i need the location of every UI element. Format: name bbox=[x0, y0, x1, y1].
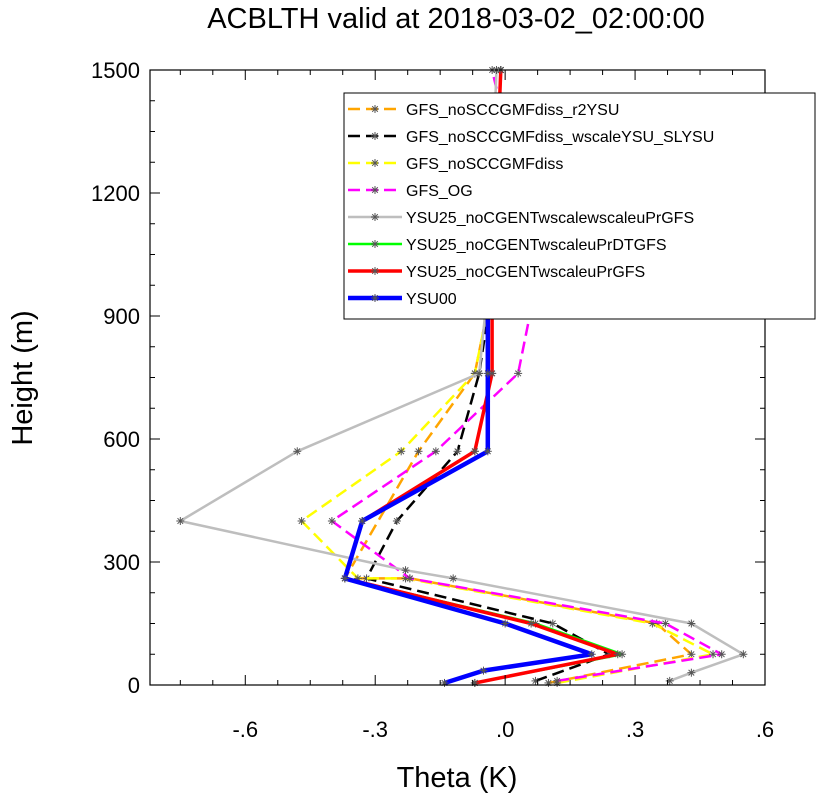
series-point bbox=[405, 574, 414, 583]
legend-marker bbox=[371, 159, 379, 167]
series-point bbox=[687, 668, 696, 677]
y-tick-label: 1500 bbox=[91, 58, 140, 83]
y-tick-label: 0 bbox=[128, 673, 140, 698]
x-tick-label: .6 bbox=[756, 717, 774, 742]
series-point bbox=[501, 619, 510, 628]
series-point bbox=[297, 517, 306, 525]
series-point bbox=[587, 650, 596, 659]
x-axis-label: Theta (K) bbox=[397, 762, 518, 794]
x-tick-label: .3 bbox=[626, 717, 644, 742]
legend-label: GFS_OG bbox=[406, 183, 473, 200]
series-point bbox=[440, 678, 449, 687]
legend-box bbox=[343, 92, 816, 320]
legend-label: YSU00 bbox=[406, 291, 457, 308]
series-point bbox=[397, 447, 406, 456]
x-tick-label: -.3 bbox=[362, 717, 388, 742]
legend-label: YSU25_noCGENTwscaleuPrGFS bbox=[406, 264, 645, 281]
series-point bbox=[717, 650, 726, 659]
series-point bbox=[401, 566, 410, 575]
series-point bbox=[483, 447, 492, 456]
series-point bbox=[514, 369, 523, 378]
series-point bbox=[340, 574, 349, 583]
chart-title: ACBLTH valid at 2018-03-02_02:00:00 bbox=[207, 3, 705, 35]
series-point bbox=[327, 517, 336, 525]
legend-item: GFS_noSCCGMFdiss_wscaleYSU_SLYSU bbox=[348, 129, 714, 146]
legend-label: YSU25_noCGENTwscalewscaleuPrGFS bbox=[406, 210, 694, 227]
legend-label: GFS_noSCCGMFdiss_r2YSU bbox=[406, 102, 619, 119]
legend-label: GFS_noSCCGMFdiss bbox=[406, 156, 563, 173]
legend-marker bbox=[371, 213, 379, 221]
legend-item: GFS_noSCCGMFdiss bbox=[348, 156, 563, 173]
series-point bbox=[661, 619, 670, 628]
series-line bbox=[300, 69, 715, 685]
legend-marker bbox=[371, 132, 379, 140]
legend-item: YSU25_noCGENTwscaleuPrDTGFS bbox=[348, 237, 667, 254]
legend-label: GFS_noSCCGMFdiss_wscaleYSU_SLYSU bbox=[406, 129, 714, 146]
legend-marker bbox=[371, 294, 379, 302]
legend-marker bbox=[371, 240, 379, 248]
series-point bbox=[553, 676, 562, 685]
legend-item: GFS_noSCCGMFdiss_r2YSU bbox=[348, 102, 619, 119]
series-layer bbox=[176, 66, 748, 687]
series-5 bbox=[176, 66, 748, 685]
legend-item: GFS_OG bbox=[348, 183, 473, 200]
series-point bbox=[483, 369, 492, 378]
legend-item: YSU25_noCGENTwscaleuPrGFS bbox=[348, 264, 645, 281]
y-tick-label: 600 bbox=[103, 427, 140, 452]
series-point bbox=[392, 517, 401, 525]
series-point bbox=[709, 650, 718, 659]
series-point bbox=[548, 619, 557, 628]
series-point bbox=[544, 678, 553, 687]
legend-marker bbox=[371, 105, 379, 113]
series-point bbox=[414, 447, 423, 456]
series-point bbox=[449, 574, 458, 583]
series-point bbox=[470, 678, 479, 687]
legend-marker bbox=[371, 267, 379, 275]
legend-item: YSU00 bbox=[348, 291, 457, 308]
series-point bbox=[479, 666, 488, 675]
series-line bbox=[342, 192, 595, 686]
series-point bbox=[475, 369, 484, 378]
y-tick-label: 300 bbox=[103, 550, 140, 575]
series-point bbox=[176, 517, 185, 525]
legend: GFS_noSCCGMFdiss_r2YSU GFS_noSCCGMFdiss_w… bbox=[343, 92, 816, 320]
series-point bbox=[527, 619, 536, 628]
legend-marker bbox=[371, 186, 379, 194]
x-tick-label: -.6 bbox=[232, 717, 258, 742]
x-tick-label: .0 bbox=[496, 717, 514, 742]
series-point bbox=[431, 447, 440, 456]
series-point bbox=[362, 574, 371, 583]
series-point bbox=[613, 650, 622, 659]
series-point bbox=[358, 517, 367, 525]
legend-item: YSU25_noCGENTwscalewscaleuPrGFS bbox=[348, 210, 694, 227]
y-axis-label: Height (m) bbox=[7, 310, 39, 445]
series-point bbox=[665, 676, 674, 685]
y-tick-label: 1200 bbox=[91, 181, 140, 206]
series-point bbox=[470, 447, 479, 456]
series-point bbox=[531, 676, 540, 685]
y-tick-label: 900 bbox=[103, 304, 140, 329]
series-point bbox=[453, 447, 462, 456]
series-point bbox=[739, 650, 748, 659]
series-point bbox=[687, 619, 696, 628]
series-point bbox=[687, 650, 696, 659]
series-point bbox=[293, 447, 302, 456]
axes-layer: -.6 -.3 .0 .3 .6 0 300 600 900 1200 1500 bbox=[91, 58, 774, 742]
series-line bbox=[330, 69, 723, 683]
legend-label: YSU25_noCGENTwscaleuPrDTGFS bbox=[406, 237, 667, 254]
